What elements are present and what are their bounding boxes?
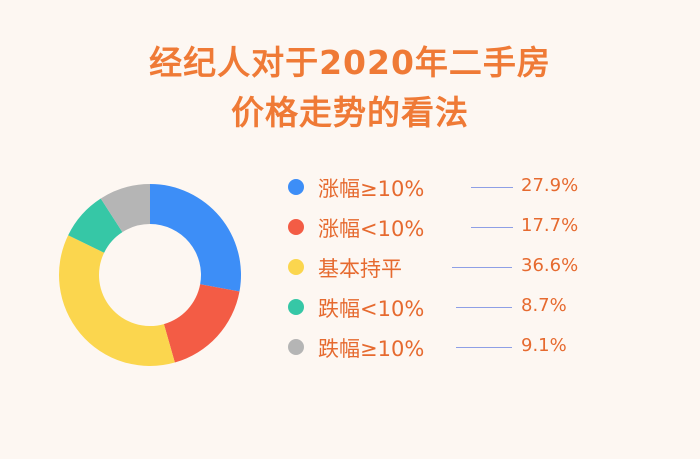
chart-title-line-2: 价格走势的看法: [231, 93, 469, 132]
legend-marker-rise-over-10: [288, 179, 304, 195]
leader-line: [452, 267, 512, 268]
legend-label: 涨幅≥10%: [318, 177, 425, 201]
legend-marker-flat: [288, 259, 304, 275]
legend-item-rise-over-10: 涨幅≥10% 27.9%: [288, 166, 608, 206]
legend-item-flat: 基本持平 36.6%: [288, 246, 608, 286]
leader-line: [471, 227, 513, 228]
legend-label: 跌幅≥10%: [318, 337, 425, 361]
chart-legend: 涨幅≥10% 27.9% 涨幅<10% 17.7% 基本持平 36.6% 跌幅<…: [288, 166, 608, 366]
legend-value: 9.1%: [521, 335, 567, 356]
donut-slice-flat: [58, 235, 175, 367]
donut-slice-fall-under-10: [68, 198, 123, 253]
leader-line: [471, 187, 513, 188]
donut-slice-fall-over-10: [100, 184, 150, 233]
legend-item-fall-over-10: 跌幅≥10% 9.1%: [288, 326, 608, 366]
legend-marker-fall-over-10: [288, 339, 304, 355]
donut-slice-rise-under-10: [163, 284, 240, 363]
legend-item-rise-under-10: 涨幅<10% 17.7%: [288, 206, 608, 246]
chart-title-line-1: 经纪人对于2020年二手房: [149, 43, 551, 82]
leader-line: [456, 347, 512, 348]
legend-value: 27.9%: [521, 175, 579, 196]
legend-label: 基本持平: [318, 257, 402, 281]
donut-slice-rise-over-10: [150, 184, 241, 292]
legend-marker-fall-under-10: [288, 299, 304, 315]
leader-line: [456, 307, 512, 308]
legend-label: 跌幅<10%: [318, 297, 425, 321]
legend-item-fall-under-10: 跌幅<10% 8.7%: [288, 286, 608, 326]
legend-label: 涨幅<10%: [318, 217, 425, 241]
legend-marker-rise-under-10: [288, 219, 304, 235]
legend-value: 36.6%: [521, 255, 579, 276]
legend-value: 17.7%: [521, 215, 579, 236]
legend-value: 8.7%: [521, 295, 567, 316]
